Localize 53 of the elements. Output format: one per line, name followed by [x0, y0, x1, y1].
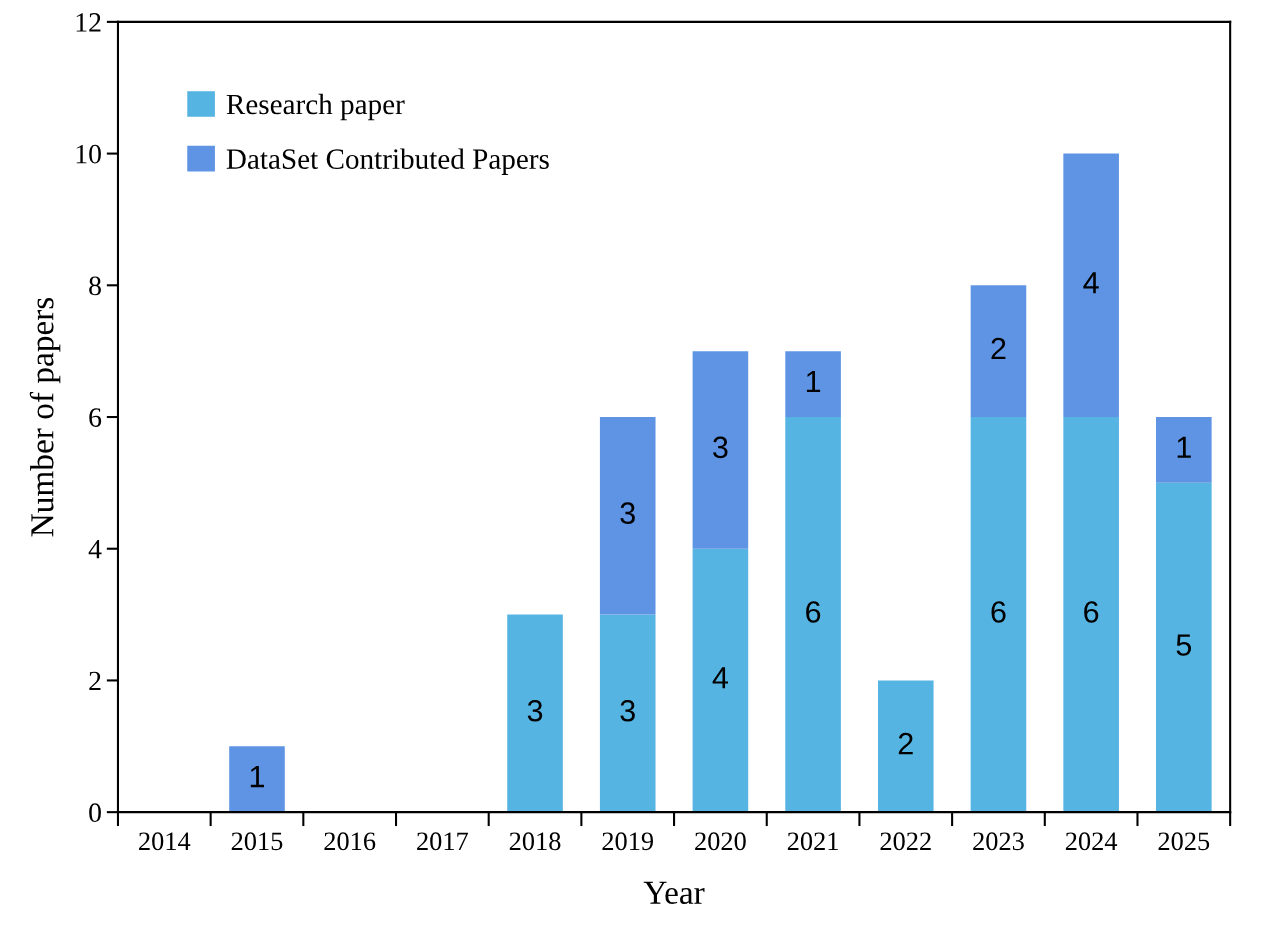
y-tick-label: 12	[76, 13, 101, 32]
x-tick-label: 2024	[1065, 832, 1118, 851]
bar	[507, 614, 563, 813]
bar	[970, 417, 1027, 813]
bar	[1156, 482, 1212, 813]
x-tick-label: 2025	[1158, 832, 1210, 851]
x-tick-label: 2020	[695, 832, 746, 851]
data-label: 3	[620, 502, 635, 524]
data-label: 4	[712, 667, 729, 689]
y-tick-label: 8	[89, 276, 101, 296]
data-label: 6	[1084, 601, 1099, 623]
x-axis-title: Year	[643, 881, 705, 904]
x-tick-label: 2017	[417, 832, 468, 851]
x-tick-label: 2018	[509, 832, 561, 851]
data-label: 1	[806, 370, 821, 392]
legend-label: Research paper	[226, 93, 405, 121]
bar	[229, 746, 285, 813]
bar	[970, 285, 1027, 418]
x-tick-label: 2014	[139, 832, 191, 851]
y-axis-title: Number of papers	[29, 297, 61, 537]
data-label: 5	[1176, 634, 1192, 656]
bar	[599, 614, 656, 813]
bar	[692, 548, 749, 813]
bar	[785, 351, 841, 418]
data-label: 3	[527, 699, 543, 722]
y-tick-label: 10	[76, 144, 101, 164]
data-label: 1	[250, 766, 264, 788]
data-label: 1	[1177, 436, 1191, 458]
legend-label: DataSet Contributed Papers	[226, 148, 549, 175]
x-tick-label: 2016	[324, 832, 376, 851]
data-label: 4	[1083, 272, 1099, 294]
data-label: 2	[898, 732, 913, 755]
y-tick-label: 0	[89, 803, 101, 823]
x-tick-label: 2023	[973, 832, 1024, 851]
x-tick-label: 2021	[787, 832, 838, 851]
bar	[599, 417, 656, 615]
data-label: 2	[991, 337, 1006, 360]
x-tick-label: 2019	[602, 832, 654, 851]
x-tick-label: 2022	[880, 832, 931, 851]
bar	[1063, 417, 1119, 813]
data-label: 6	[991, 601, 1006, 623]
y-tick-label: 6	[89, 408, 102, 427]
y-tick-label: 2	[89, 671, 101, 691]
data-label: 6	[806, 601, 821, 623]
bar	[692, 351, 749, 549]
bar	[785, 417, 841, 813]
y-tick-label: 4	[88, 540, 102, 559]
bar	[1063, 153, 1119, 418]
data-label: 3	[713, 436, 728, 459]
bar	[877, 680, 934, 813]
x-tick-label: 2015	[231, 832, 283, 851]
data-label: 3	[620, 699, 635, 722]
bar	[1156, 417, 1212, 483]
